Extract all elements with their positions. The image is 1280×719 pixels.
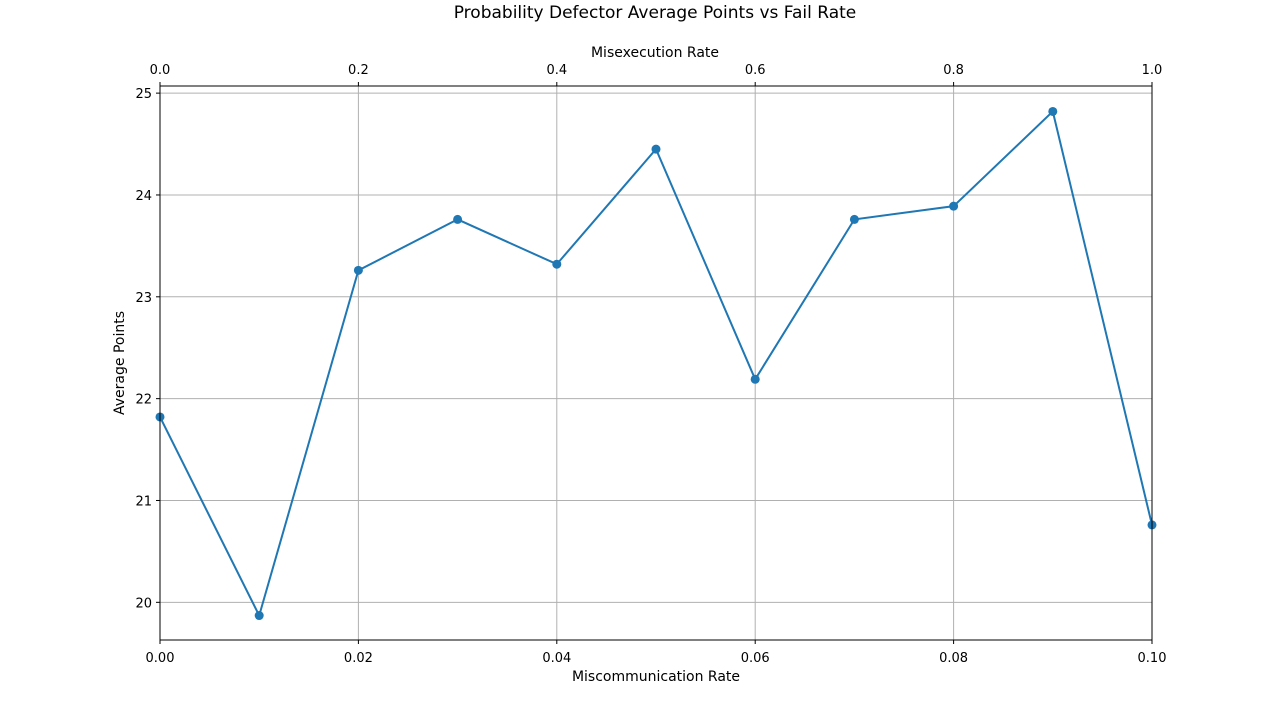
data-point bbox=[254, 611, 264, 621]
chart-title: Probability Defector Average Points vs F… bbox=[454, 3, 857, 23]
y-tick-label: 20 bbox=[135, 596, 152, 611]
top-tick-label: 0.4 bbox=[546, 63, 567, 78]
x-tick-label: 0.00 bbox=[146, 651, 175, 666]
data-point bbox=[353, 265, 363, 275]
data-point bbox=[849, 214, 859, 224]
top-tick-label: 0.6 bbox=[745, 63, 766, 78]
data-point bbox=[750, 374, 760, 384]
y-tick-label: 25 bbox=[135, 87, 152, 102]
x-tick-label: 0.04 bbox=[542, 651, 571, 666]
data-point bbox=[949, 201, 959, 211]
x-tick-label: 0.08 bbox=[939, 651, 968, 666]
series-group bbox=[155, 106, 1157, 621]
y-tick-label: 23 bbox=[135, 291, 152, 306]
x-axis-label: Miscommunication Rate bbox=[572, 669, 740, 685]
top-tick-label: 0.0 bbox=[150, 63, 171, 78]
top-tick-label: 0.2 bbox=[348, 63, 369, 78]
top-axis-label: Misexecution Rate bbox=[591, 45, 719, 61]
y-tick-label: 22 bbox=[135, 393, 152, 408]
series-line bbox=[159, 109, 1153, 619]
top-tick-label: 1.0 bbox=[1142, 63, 1163, 78]
grid bbox=[159, 86, 1153, 640]
x-tick-label: 0.02 bbox=[344, 651, 373, 666]
data-point bbox=[651, 144, 661, 154]
ticks: 0.00 0.02 0.04 0.06 0.08 0.10 0.0 0.2 0.4 0.6 0.8 1… bbox=[135, 63, 1166, 666]
data-point bbox=[1048, 106, 1058, 116]
top-tick-label: 0.8 bbox=[943, 63, 964, 78]
x-tick-label: 0.06 bbox=[741, 651, 770, 666]
x-tick-label: 0.10 bbox=[1138, 651, 1167, 666]
y-tick-label: 24 bbox=[135, 189, 152, 204]
y-tick-label: 21 bbox=[135, 494, 152, 509]
data-point bbox=[552, 259, 562, 269]
y-axis-label: Average Points bbox=[112, 311, 128, 415]
data-point bbox=[453, 214, 463, 224]
plot-frame bbox=[159, 85, 1153, 641]
